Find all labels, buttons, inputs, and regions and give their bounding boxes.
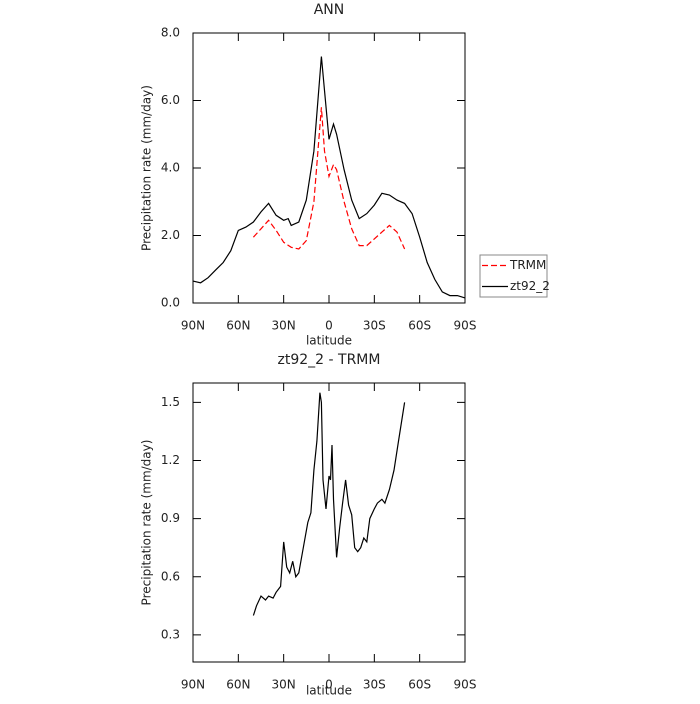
y-tick-label: 0.0: [161, 296, 180, 310]
y-tick-label: 1.2: [161, 453, 180, 467]
y-tick-label: 2.0: [161, 228, 180, 242]
y-tick-label: 6.0: [161, 93, 180, 107]
chart-title: ANN: [314, 2, 345, 18]
legend-label: TRMM: [509, 258, 546, 272]
x-tick-label: 30S: [363, 678, 386, 692]
x-tick-label: 0: [325, 319, 333, 333]
legend-box: [479, 254, 548, 298]
y-tick-label: 1.5: [161, 395, 180, 409]
data-line: [252, 107, 406, 250]
chart-title: zt92_2 - TRMM: [278, 352, 381, 368]
plot-frame: [192, 32, 466, 304]
x-tick-label: 30N: [272, 319, 296, 333]
x-tick-label: 60N: [226, 678, 250, 692]
x-tick-label: 90N: [181, 678, 205, 692]
x-tick-label: 60N: [226, 319, 250, 333]
x-tick-label: 90S: [454, 678, 477, 692]
x-axis-label: latitude: [306, 334, 352, 348]
y-tick-label: 0.3: [161, 627, 180, 641]
x-tick-label: 60S: [408, 678, 431, 692]
x-tick-label: 30S: [363, 319, 386, 333]
x-tick-label: 60S: [408, 319, 431, 333]
data-line: [252, 392, 406, 616]
y-tick-label: 4.0: [161, 161, 180, 175]
x-axis-label: latitude: [306, 684, 352, 698]
x-tick-label: 30N: [272, 678, 296, 692]
plot-frame: [192, 382, 466, 663]
y-axis-label: Precipitation rate (mm/day): [140, 85, 154, 251]
y-axis-label: Precipitation rate (mm/day): [140, 440, 154, 606]
x-tick-label: 90N: [181, 319, 205, 333]
y-tick-label: 8.0: [161, 26, 180, 40]
x-tick-label: 0: [325, 678, 333, 692]
y-tick-label: 0.9: [161, 511, 180, 525]
legend-label: zt92_2: [510, 279, 550, 293]
data-line: [192, 56, 466, 299]
x-tick-label: 90S: [454, 319, 477, 333]
y-tick-label: 0.6: [161, 569, 180, 583]
